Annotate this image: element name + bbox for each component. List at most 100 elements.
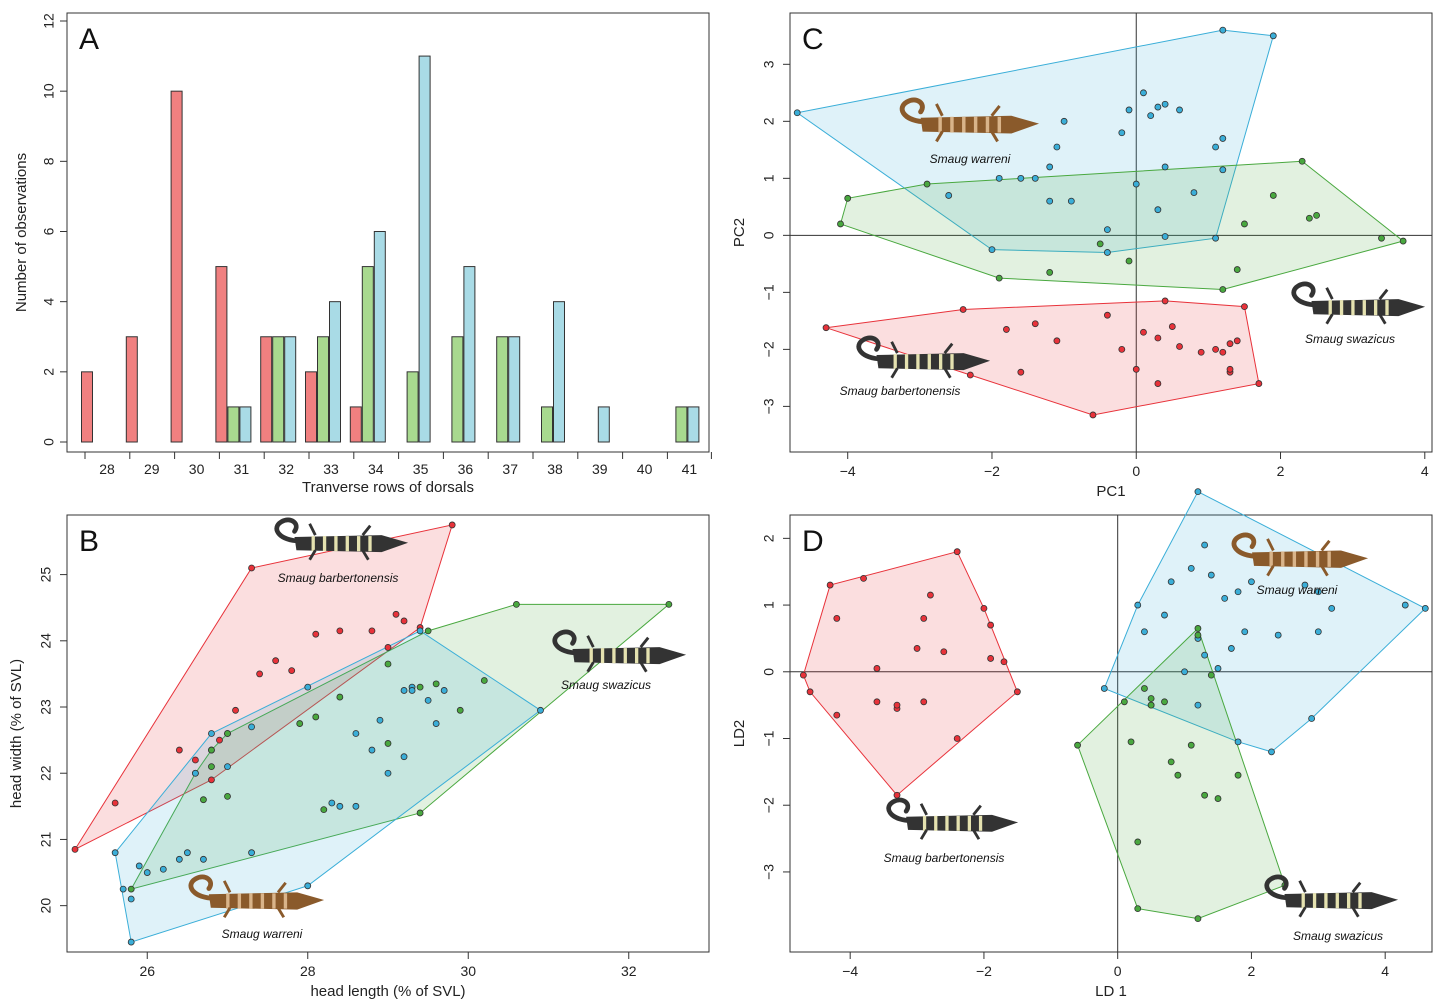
x-tick-label: −4: [842, 963, 858, 979]
point-smaug-warreni: [432, 720, 440, 727]
point-smaug-swazicus: [1269, 192, 1277, 199]
point-smaug-swazicus: [320, 806, 328, 814]
point-smaug-warreni: [1207, 571, 1215, 579]
point-smaug-barbertonensis: [833, 615, 841, 622]
lizard-illustration: [552, 629, 687, 673]
lizard-stripe: [1315, 551, 1320, 567]
point-smaug-barbertonensis: [920, 615, 928, 622]
y-tick-label: 25: [38, 567, 54, 583]
bar-32-series-0: [260, 336, 273, 443]
point-smaug-swazicus: [1194, 915, 1202, 923]
point-smaug-barbertonensis: [873, 698, 881, 706]
lizard-stripe: [1292, 551, 1297, 567]
bar-41-series-1: [675, 406, 688, 443]
x-tick-label: 39: [592, 461, 608, 477]
point-smaug-warreni: [119, 885, 127, 893]
lizard-tail: [552, 629, 577, 656]
lizard-stripe: [237, 893, 242, 909]
point-smaug-swazicus: [1147, 701, 1155, 709]
point-smaug-warreni: [1314, 628, 1322, 636]
bar-34-series-1: [361, 266, 374, 443]
lizard-stripe: [927, 354, 931, 370]
point-smaug-barbertonensis: [368, 627, 376, 635]
point-smaug-warreni: [208, 730, 215, 737]
point-smaug-warreni: [135, 862, 143, 870]
point-smaug-warreni: [1269, 32, 1277, 40]
species-annotation: Smaug swazicus: [1305, 332, 1395, 346]
lizard-stripe: [368, 536, 372, 552]
point-smaug-warreni: [1140, 89, 1147, 97]
hull-smaug-swazicus: [1076, 627, 1286, 920]
point-smaug-warreni: [945, 192, 953, 199]
lizard-stripe: [600, 648, 605, 664]
point-smaug-swazicus: [837, 220, 844, 228]
lizard-stripe: [1269, 551, 1273, 567]
x-tick-label: 4: [1421, 463, 1429, 479]
point-smaug-swazicus: [1233, 266, 1241, 273]
point-smaug-warreni: [1219, 166, 1227, 174]
point-smaug-warreni: [127, 938, 135, 946]
lizard-illustration: [1291, 281, 1426, 325]
point-smaug-barbertonensis: [873, 665, 881, 672]
point-smaug-swazicus: [844, 194, 852, 202]
x-tick-label: 40: [637, 461, 653, 477]
point-smaug-swazicus: [1134, 838, 1142, 846]
point-smaug-barbertonensis: [980, 605, 988, 612]
point-smaug-barbertonensis: [1168, 323, 1176, 330]
lizard-stripe: [634, 648, 639, 664]
x-tick-label: 34: [368, 461, 384, 477]
point-smaug-barbertonensis: [1031, 320, 1039, 328]
point-smaug-warreni: [1201, 651, 1209, 659]
panel-a: 28 29 30 31 32 33 34 35 36 37 38 39 40 41 0 2 4 6 8 10 12 Tra…: [13, 12, 712, 496]
point-smaug-barbertonensis: [248, 564, 255, 572]
lizard-stripe: [934, 815, 938, 831]
lizard-stripe: [938, 354, 943, 370]
point-smaug-warreni: [1214, 665, 1222, 672]
panel-label: A: [79, 23, 99, 56]
point-smaug-warreni: [248, 723, 255, 731]
lizard-legs: [1325, 287, 1389, 325]
bar-34-series-2: [373, 231, 386, 443]
point-smaug-barbertonensis: [966, 371, 974, 379]
lizard-stripe: [334, 536, 338, 552]
point-smaug-swazicus: [312, 713, 320, 721]
lizard-stripe: [1339, 300, 1344, 316]
y-tick-label: 21: [38, 831, 54, 847]
point-smaug-swazicus: [1167, 758, 1175, 766]
x-tick-label: 0: [1132, 463, 1140, 479]
lizard-tail: [856, 335, 881, 362]
point-smaug-warreni: [1248, 578, 1255, 586]
point-smaug-warreni: [1167, 578, 1175, 586]
point-smaug-warreni: [1194, 488, 1202, 496]
point-smaug-barbertonensis: [232, 706, 239, 714]
lizard-stripe: [311, 536, 315, 552]
y-tick-label: 22: [38, 765, 54, 781]
point-smaug-barbertonensis: [1118, 345, 1126, 353]
y-tick-label: 0: [41, 438, 57, 446]
point-smaug-barbertonensis: [1255, 380, 1263, 387]
lizard-illustration: [886, 797, 1019, 840]
point-smaug-barbertonensis: [1161, 297, 1169, 305]
point-smaug-warreni: [793, 109, 801, 117]
point-smaug-swazicus: [1234, 771, 1242, 779]
point-smaug-warreni: [352, 730, 360, 737]
point-smaug-warreni: [111, 849, 119, 857]
point-smaug-barbertonensis: [1132, 365, 1140, 373]
point-smaug-warreni: [1161, 163, 1169, 171]
point-smaug-warreni: [1031, 174, 1039, 182]
lizard-stripe: [1358, 893, 1362, 909]
point-smaug-barbertonensis: [799, 671, 807, 679]
x-tick-label: 2: [1277, 463, 1285, 479]
y-tick-label: 1: [761, 174, 777, 182]
point-smaug-warreni: [1212, 234, 1219, 242]
y-axis-label: head width (% of SVL): [8, 659, 25, 808]
x-tick-label: 37: [502, 461, 518, 477]
lizard-body: [294, 535, 409, 553]
point-smaug-barbertonensis: [860, 574, 867, 582]
point-smaug-warreni: [1103, 249, 1111, 256]
point-smaug-barbertonensis: [1154, 334, 1162, 342]
point-smaug-barbertonensis: [175, 746, 183, 754]
point-smaug-warreni: [1328, 605, 1336, 612]
point-smaug-warreni: [368, 746, 376, 754]
point-smaug-swazicus: [1125, 257, 1133, 265]
